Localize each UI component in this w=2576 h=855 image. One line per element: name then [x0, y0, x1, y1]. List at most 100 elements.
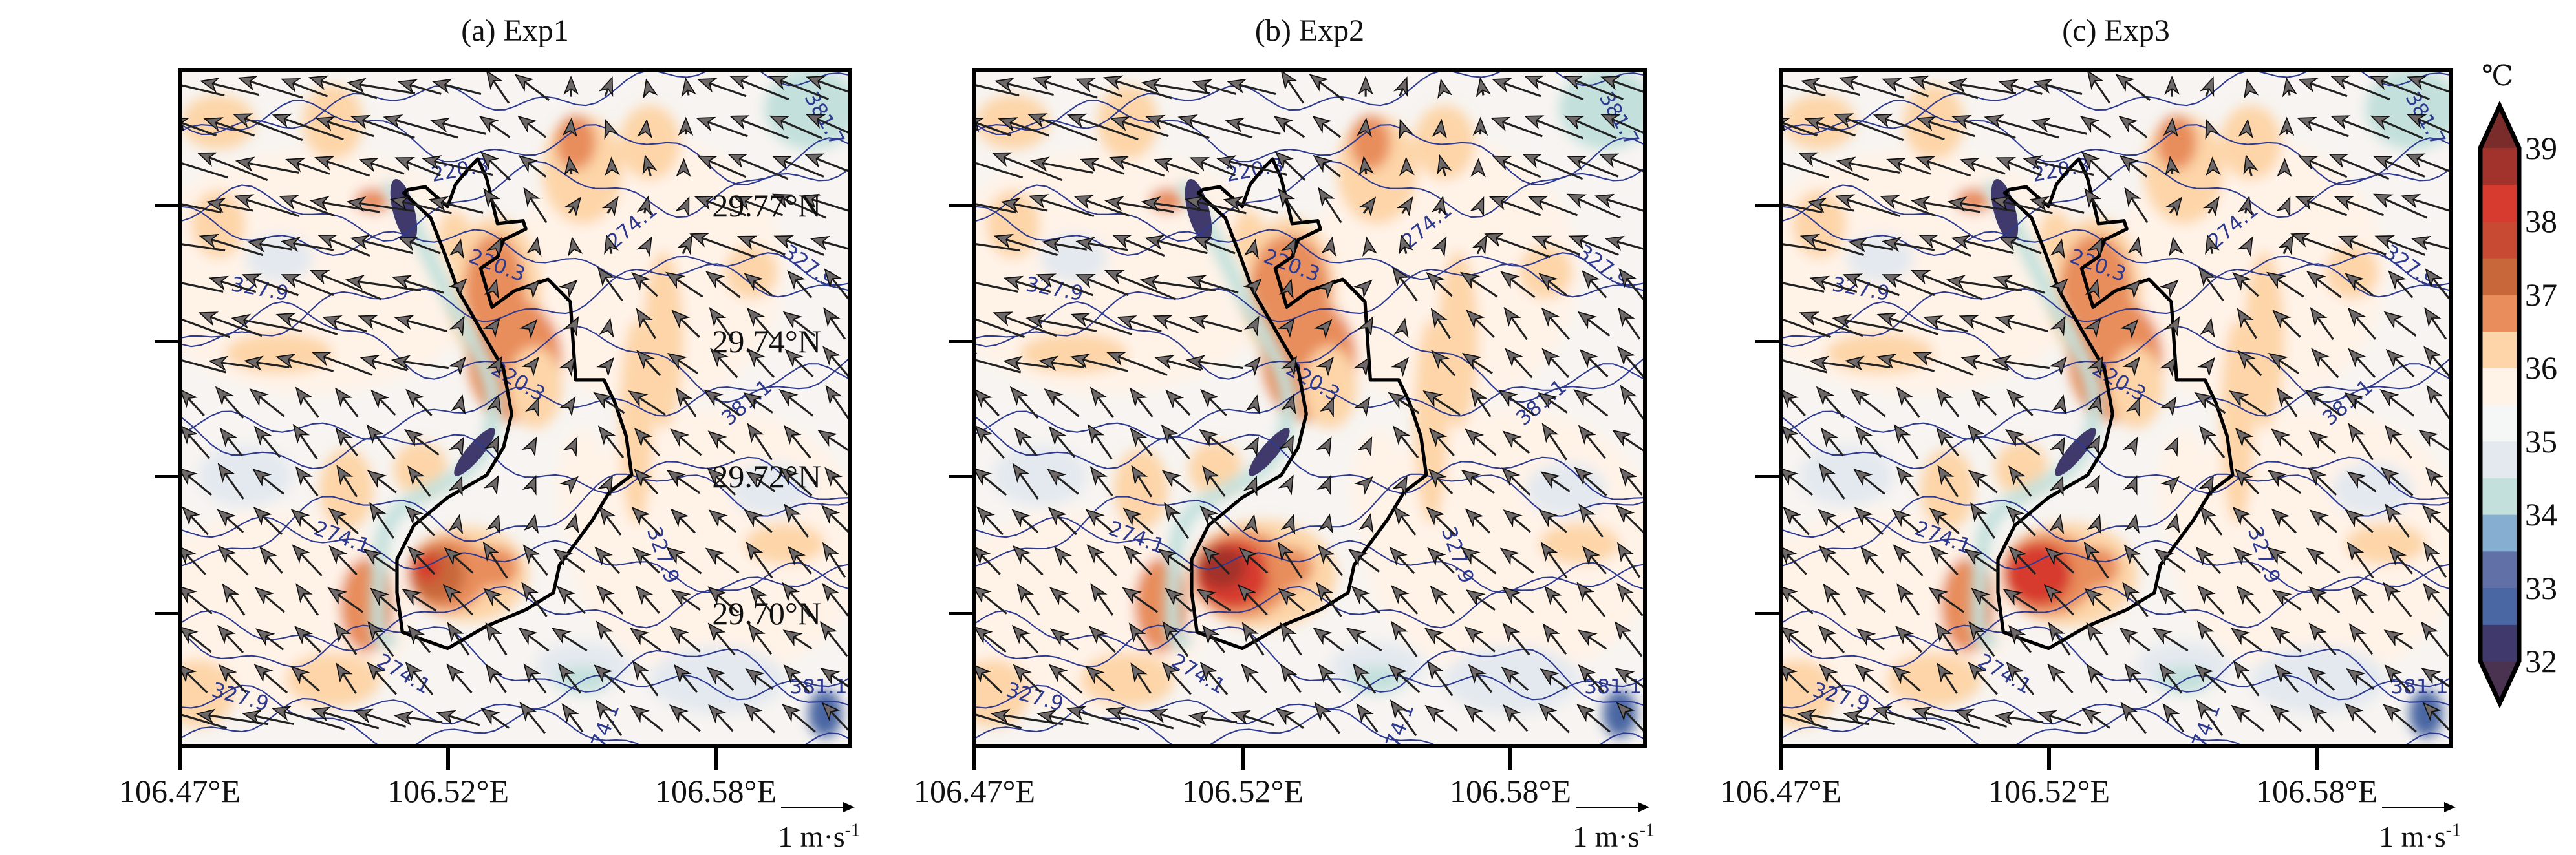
wind-arrow-head: [483, 474, 499, 496]
temperature-patch: [1080, 652, 1175, 707]
wind-arrow: [2309, 509, 2337, 533]
wind-arrow: [972, 310, 1025, 339]
wind-arrow-head: [1430, 585, 1448, 605]
wind-arrow-head: [1188, 710, 1208, 726]
wind-arrow-head: [179, 388, 198, 408]
wind-arrow-head: [705, 547, 725, 565]
wind-arrow: [1523, 115, 1583, 140]
wind-arrow: [483, 587, 511, 612]
wind-arrow: [677, 234, 692, 255]
wind-arrow: [310, 196, 380, 213]
wind-arrow: [1567, 156, 1619, 178]
wind-arrow: [486, 514, 501, 535]
temperature-patch: [285, 652, 380, 707]
wind-arrow-head: [1911, 706, 1933, 722]
wind-arrow-head: [402, 588, 422, 606]
wind-arrow: [823, 307, 846, 340]
wind-arrow: [1431, 350, 1456, 377]
wind-arrow: [2126, 397, 2140, 417]
wind-arrow: [1818, 624, 1845, 654]
temperature-patch: [643, 251, 684, 428]
wind-arrow: [2086, 663, 2108, 693]
wind-arrow: [394, 315, 448, 333]
wind-arrow: [1465, 428, 1497, 456]
wind-arrow: [784, 348, 814, 378]
wind-arrow-head: [1029, 156, 1050, 172]
wind-arrow: [1882, 274, 1935, 297]
wind-arrow-head: [597, 266, 615, 287]
wind-arrow: [2008, 465, 2032, 497]
wind-arrow-head: [2297, 116, 2317, 132]
wind-arrow-head: [1929, 507, 1949, 526]
wind-arrow-head: [1000, 197, 1021, 213]
wind-arrow-shaft: [178, 712, 228, 730]
wind-arrow: [783, 664, 810, 693]
wind-arrow-shaft: [1913, 77, 1979, 100]
wind-arrow-shaft: [178, 358, 227, 374]
wind-arrow: [782, 629, 813, 650]
wind-arrow: [407, 465, 431, 497]
wind-arrow-head: [2237, 350, 2256, 370]
wind-arrow-head: [178, 586, 197, 604]
wind-arrow-head: [1165, 389, 1185, 409]
wind-arrow: [2122, 436, 2138, 457]
wind-arrow-head: [391, 355, 411, 370]
wind-arrow: [180, 425, 211, 459]
wind-arrow-head: [1880, 195, 1900, 210]
wind-arrow-head: [1048, 664, 1068, 682]
wind-arrow-head: [405, 388, 425, 408]
wind-arrow: [1243, 514, 1258, 534]
wind-arrow-head: [1066, 706, 1087, 721]
wind-arrow-shaft: [1955, 237, 2014, 255]
wind-arrow-head: [991, 152, 1013, 167]
wind-arrow: [2423, 346, 2453, 381]
wind-arrow: [1227, 78, 1276, 95]
wind-arrow-head: [199, 233, 220, 249]
wind-arrow-head: [1317, 544, 1336, 564]
wind-arrow: [1351, 586, 1380, 614]
wind-arrow: [1838, 76, 1904, 99]
wind-arrow: [1891, 666, 1921, 692]
wind-arrow-head: [703, 389, 724, 407]
wind-arrow-head: [2383, 704, 2403, 723]
x-tick: [972, 748, 976, 770]
wind-arrow-head: [1882, 274, 1902, 289]
wind-arrow-head: [480, 708, 500, 726]
wind-arrow-head: [1579, 348, 1598, 368]
wind-arrow-shaft: [354, 237, 413, 255]
wind-arrow: [1117, 315, 1162, 333]
wind-arrow-head: [1886, 158, 1907, 173]
wind-arrow-head: [2037, 710, 2057, 725]
wind-arrow: [2048, 622, 2071, 656]
wind-arrow: [1604, 235, 1647, 251]
wind-arrow-head: [1923, 315, 1944, 330]
wind-arrow-head: [2084, 474, 2100, 496]
wind-arrow-head: [242, 710, 263, 725]
wind-arrow-head: [367, 620, 385, 641]
wind-arrow-head: [1316, 279, 1335, 299]
wind-arrow-head: [486, 70, 504, 90]
wind-arrow: [1130, 427, 1153, 456]
wind-arrow-head: [295, 466, 313, 486]
wind-arrow-head: [2122, 279, 2141, 299]
wind-arrow: [2154, 549, 2187, 573]
y-tick: [949, 340, 972, 343]
wind-arrow-head: [681, 77, 696, 98]
wind-arrow-shaft: [1220, 158, 1288, 176]
wind-arrow-shaft: [733, 116, 789, 140]
wind-arrow-head: [1199, 428, 1219, 447]
wind-arrow-head: [1399, 156, 1415, 176]
wind-arrow: [1161, 662, 1192, 695]
wind-arrow-shaft: [1604, 114, 1647, 136]
wind-arrow: [689, 232, 756, 259]
wind-arrow-shaft: [1035, 78, 1098, 99]
wind-arrow: [676, 158, 691, 178]
wind-arrow-head: [1318, 187, 1335, 207]
wind-arrow-head: [1616, 582, 1635, 603]
wind-arrow: [1199, 661, 1229, 695]
wind-arrow-head: [369, 502, 387, 523]
wind-arrow-head: [2348, 623, 2367, 643]
wind-arrow-head: [1358, 513, 1374, 534]
wind-arrow: [773, 235, 824, 256]
wind-arrow-head: [2422, 702, 2442, 721]
